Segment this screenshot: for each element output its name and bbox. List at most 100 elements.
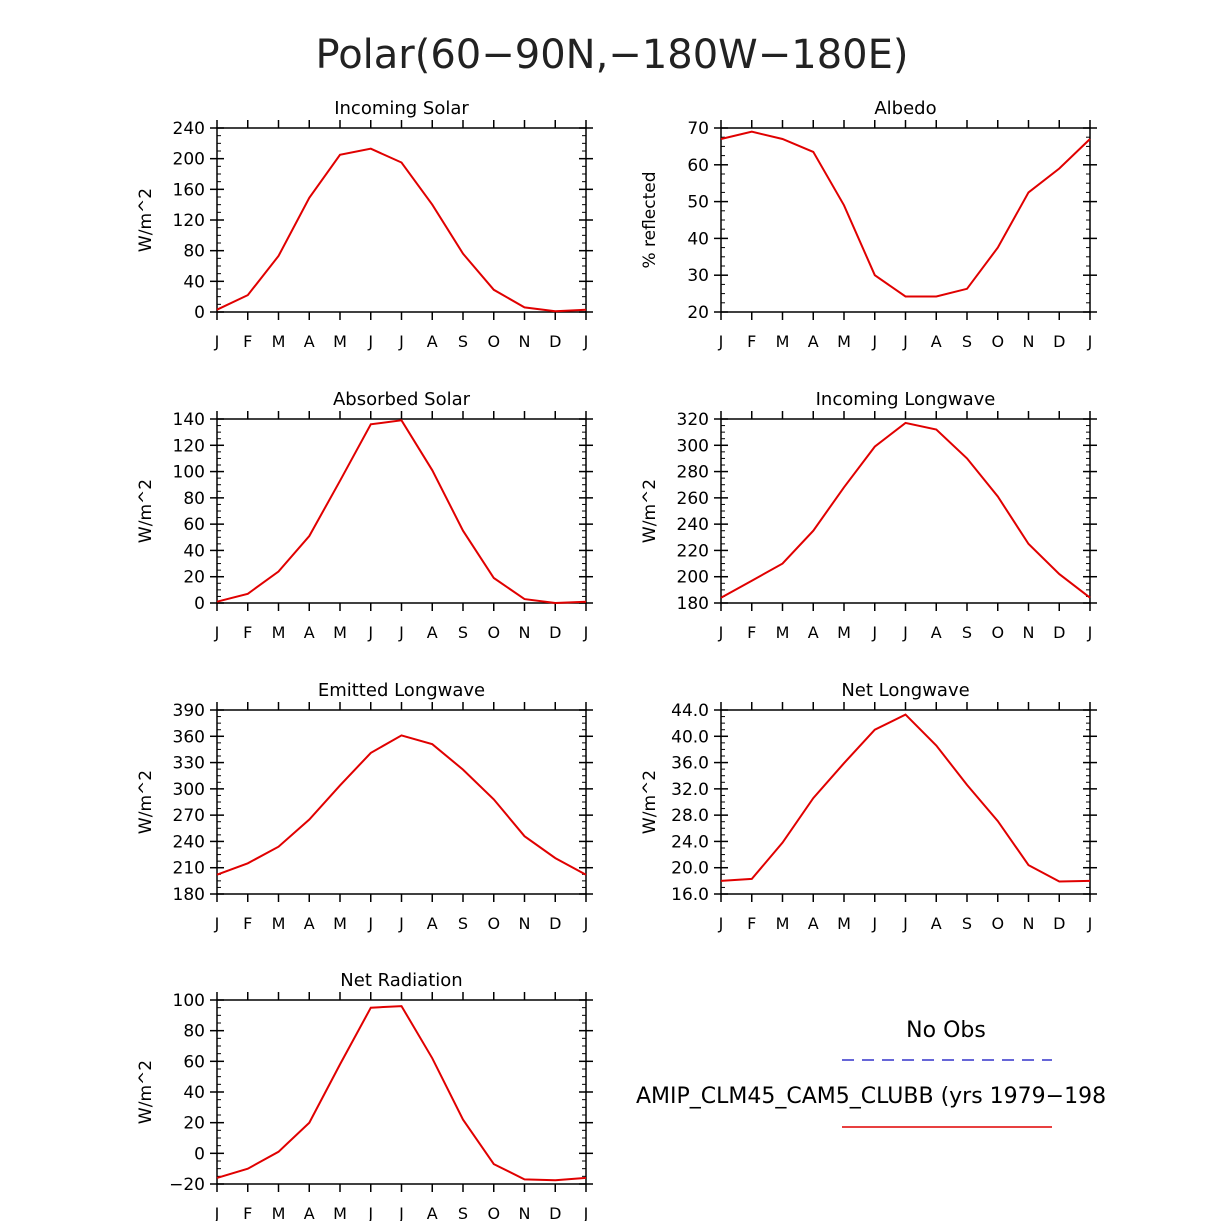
emitted-longwave-month-label: D (549, 914, 561, 933)
net-radiation-month-label: J (367, 1204, 373, 1221)
net-radiation-ytick-label: 80 (183, 1022, 205, 1042)
albedo-ytick-label: 40 (687, 229, 709, 249)
absorbed-solar-month-label: J (583, 623, 589, 642)
net-radiation-month-label: A (304, 1204, 315, 1221)
albedo-month-label: J (871, 332, 877, 351)
net-radiation-month-label: J (214, 1204, 220, 1221)
emitted-longwave-month-label: O (487, 914, 500, 933)
albedo-ytick-label: 20 (687, 303, 709, 323)
emitted-longwave-month-label: N (519, 914, 531, 933)
net-radiation-series-line (216, 1005, 587, 1182)
incoming-longwave-month-label: D (1053, 623, 1065, 642)
incoming-solar-title: Incoming Solar (334, 98, 469, 119)
absorbed-solar-month-label: A (304, 623, 315, 642)
net-longwave-month-label: M (776, 914, 790, 933)
incoming-longwave-axes-frame (720, 418, 1091, 604)
emitted-longwave-month-label: J (214, 914, 220, 933)
net-longwave-month-label: A (808, 914, 819, 933)
albedo-ylabel: % reflected (640, 171, 660, 268)
absorbed-solar-month-label: J (367, 623, 373, 642)
incoming-solar-month-label: A (304, 332, 315, 351)
albedo-ytick-label: 70 (687, 119, 709, 139)
emitted-longwave-ytick-label: 210 (173, 859, 205, 879)
absorbed-solar-ytick-label: 120 (173, 436, 205, 456)
incoming-longwave-ytick-label: 200 (677, 568, 709, 588)
incoming-longwave-ytick-label: 180 (677, 594, 709, 614)
net-radiation-month-label: M (333, 1204, 347, 1221)
chart-net-radiation: Net Radiation W/m^2 −20 0 20 40 60 80 100 J F M A M J J… (136, 970, 593, 1221)
net-longwave-month-label: J (902, 914, 908, 933)
absorbed-solar-title: Absorbed Solar (333, 389, 471, 410)
incoming-solar-month-label: O (487, 332, 500, 351)
incoming-solar-ylabel: W/m^2 (136, 188, 156, 252)
incoming-solar-month-label: J (583, 332, 589, 351)
incoming-solar-month-label: J (367, 332, 373, 351)
net-radiation-month-label: F (243, 1204, 252, 1221)
chart-net-longwave: Net Longwave W/m^2 16.0 20.0 24.0 28.0 32.0 36.… (640, 680, 1097, 933)
incoming-solar-month-label: N (519, 332, 531, 351)
albedo-month-label: S (962, 332, 972, 351)
absorbed-solar-month-label: M (333, 623, 347, 642)
net-radiation-month-label: M (272, 1204, 286, 1221)
absorbed-solar-month-label: D (549, 623, 561, 642)
emitted-longwave-ytick-label: 360 (173, 727, 205, 747)
net-longwave-ytick-label: 20.0 (671, 859, 709, 879)
emitted-longwave-ytick-label: 240 (173, 832, 205, 852)
net-longwave-ytick-label: 32.0 (671, 780, 709, 800)
incoming-solar-month-label: D (549, 332, 561, 351)
emitted-longwave-ytick-label: 330 (173, 754, 205, 774)
incoming-longwave-ylabel: W/m^2 (640, 479, 660, 543)
albedo-month-label: A (808, 332, 819, 351)
net-longwave-month-label: A (931, 914, 942, 933)
albedo-month-label: O (991, 332, 1004, 351)
absorbed-solar-month-label: N (519, 623, 531, 642)
net-radiation-ytick-label: 20 (183, 1114, 205, 1134)
net-longwave-axes-frame (720, 709, 1091, 895)
incoming-longwave-month-label: A (808, 623, 819, 642)
net-longwave-month-label: F (747, 914, 756, 933)
incoming-solar-ytick-label: 80 (183, 242, 205, 262)
incoming-solar-month-label: A (427, 332, 438, 351)
incoming-longwave-month-label: J (718, 623, 724, 642)
legend-obs-label: No Obs (906, 1018, 986, 1043)
albedo-ytick-label: 30 (687, 266, 709, 286)
net-radiation-month-label: A (427, 1204, 438, 1221)
net-radiation-ytick-label: 0 (194, 1144, 205, 1164)
absorbed-solar-month-label: F (243, 623, 252, 642)
albedo-axes-frame (720, 127, 1091, 313)
chart-absorbed-solar: Absorbed Solar W/m^2 0 20 40 60 80 100 120 140 J F M… (136, 389, 593, 642)
legend: No Obs AMIP_CLM45_CAM5_CLUBB (yrs 1979−1… (636, 1018, 1106, 1128)
albedo-month-label: J (902, 332, 908, 351)
incoming-longwave-ytick-label: 320 (677, 410, 709, 430)
incoming-longwave-series-line (720, 421, 1091, 599)
albedo-month-label: J (718, 332, 724, 351)
albedo-ytick-label: 60 (687, 156, 709, 176)
net-longwave-month-label: O (991, 914, 1004, 933)
albedo-month-label: M (776, 332, 790, 351)
absorbed-solar-ytick-label: 40 (183, 541, 205, 561)
net-longwave-month-label: J (1087, 914, 1093, 933)
incoming-solar-ytick-label: 40 (183, 272, 205, 292)
incoming-solar-ytick-label: 240 (173, 119, 205, 139)
emitted-longwave-title: Emitted Longwave (318, 680, 485, 701)
emitted-longwave-axes-frame (216, 709, 587, 895)
albedo-ytick-label: 50 (687, 193, 709, 213)
incoming-solar-ytick-label: 120 (173, 211, 205, 231)
emitted-longwave-ylabel: W/m^2 (136, 770, 156, 834)
albedo-month-label: D (1053, 332, 1065, 351)
incoming-longwave-month-label: S (962, 623, 972, 642)
absorbed-solar-month-label: J (398, 623, 404, 642)
net-radiation-axes-frame (216, 999, 587, 1185)
incoming-longwave-month-label: M (837, 623, 851, 642)
absorbed-solar-month-label: A (427, 623, 438, 642)
incoming-solar-month-label: S (458, 332, 468, 351)
absorbed-solar-month-label: S (458, 623, 468, 642)
net-radiation-title: Net Radiation (340, 970, 462, 991)
incoming-longwave-month-label: F (747, 623, 756, 642)
emitted-longwave-ytick-label: 390 (173, 701, 205, 721)
incoming-solar-month-label: F (243, 332, 252, 351)
net-radiation-ytick-label: 60 (183, 1052, 205, 1072)
incoming-solar-ytick-label: 160 (173, 180, 205, 200)
incoming-longwave-month-label: J (902, 623, 908, 642)
